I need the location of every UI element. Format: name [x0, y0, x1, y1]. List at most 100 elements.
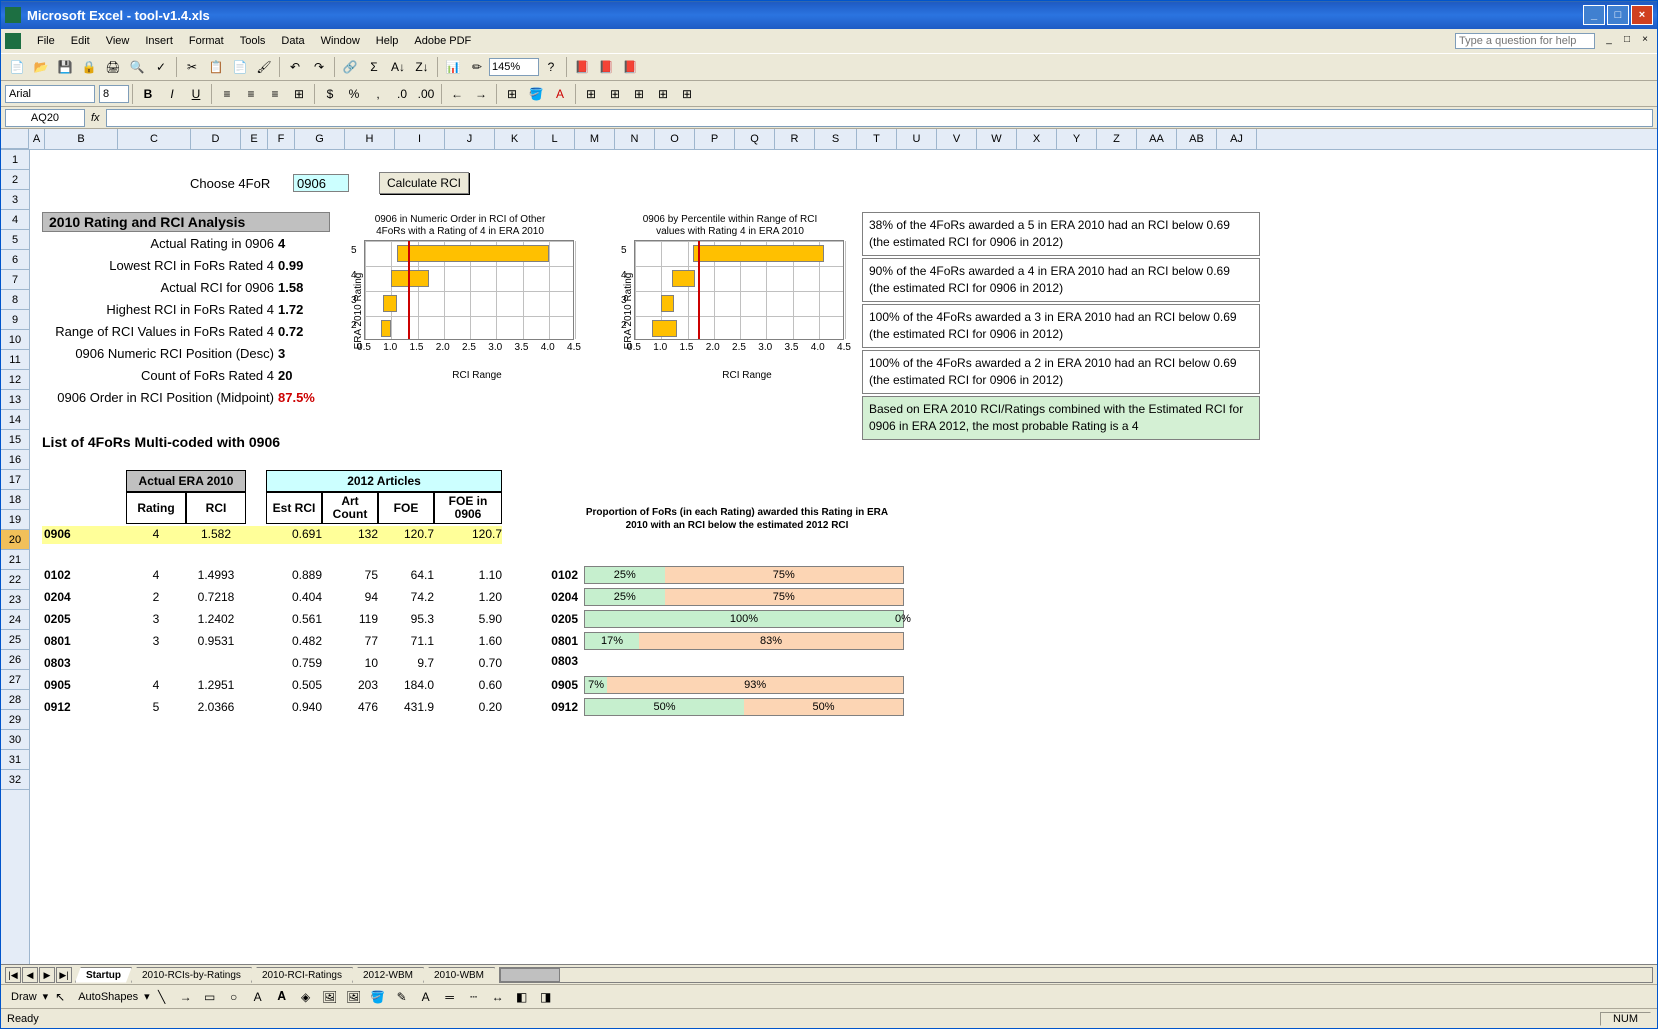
row-header-15[interactable]: 15 — [1, 430, 29, 450]
close-button[interactable]: × — [1631, 5, 1653, 25]
font-size-select[interactable]: 8 — [99, 85, 129, 103]
tab-next-button[interactable]: ▶ — [39, 967, 55, 983]
row-header-29[interactable]: 29 — [1, 710, 29, 730]
merge-icon[interactable]: ⊞ — [288, 83, 310, 105]
cut-icon[interactable]: ✂ — [181, 56, 203, 78]
menu-adobe-pdf[interactable]: Adobe PDF — [406, 33, 479, 49]
sheet-tab-2012-wbm[interactable]: 2012-WBM — [352, 967, 424, 983]
redo-icon[interactable]: ↷ — [308, 56, 330, 78]
font-color-icon[interactable]: A — [549, 83, 571, 105]
row-header-24[interactable]: 24 — [1, 610, 29, 630]
row-header-20[interactable]: 20 — [1, 530, 29, 550]
shadow-icon[interactable]: ◧ — [511, 986, 533, 1008]
inc-indent-icon[interactable]: → — [470, 83, 492, 105]
align-left-icon[interactable]: ≡ — [216, 83, 238, 105]
maximize-button[interactable]: □ — [1607, 5, 1629, 25]
menu-data[interactable]: Data — [273, 33, 312, 49]
pdf3-icon[interactable]: 📕 — [619, 56, 641, 78]
dash-style-icon[interactable]: ┄ — [463, 986, 485, 1008]
row-header-19[interactable]: 19 — [1, 510, 29, 530]
row-header-12[interactable]: 12 — [1, 370, 29, 390]
row-header-26[interactable]: 26 — [1, 650, 29, 670]
col-header-Z[interactable]: Z — [1097, 129, 1137, 149]
tb-extra3-icon[interactable]: ⊞ — [628, 83, 650, 105]
menu-help[interactable]: Help — [368, 33, 407, 49]
tb-extra5-icon[interactable]: ⊞ — [676, 83, 698, 105]
underline-icon[interactable]: U — [185, 83, 207, 105]
col-header-H[interactable]: H — [345, 129, 395, 149]
menu-format[interactable]: Format — [181, 33, 232, 49]
sort-desc-icon[interactable]: Z↓ — [411, 56, 433, 78]
picture-icon[interactable]: 🖼 — [343, 986, 365, 1008]
select-objects-icon[interactable]: ↖ — [49, 986, 71, 1008]
horizontal-scrollbar[interactable] — [499, 967, 1653, 983]
preview-icon[interactable]: 🔍 — [126, 56, 148, 78]
pdf-icon[interactable]: 📕 — [571, 56, 593, 78]
menu-edit[interactable]: Edit — [63, 33, 98, 49]
row-header-28[interactable]: 28 — [1, 690, 29, 710]
fill-color-icon[interactable]: 🪣 — [525, 83, 547, 105]
draw-menu[interactable]: Draw — [5, 991, 43, 1003]
choose-input[interactable]: 0906 — [293, 174, 349, 192]
tab-prev-button[interactable]: ◀ — [22, 967, 38, 983]
calculate-button[interactable]: Calculate RCI — [379, 172, 469, 194]
paste-icon[interactable]: 📄 — [229, 56, 251, 78]
dec-indent-icon[interactable]: ← — [446, 83, 468, 105]
col-header-W[interactable]: W — [977, 129, 1017, 149]
bold-icon[interactable]: B — [137, 83, 159, 105]
col-header-AA[interactable]: AA — [1137, 129, 1177, 149]
percent-icon[interactable]: % — [343, 83, 365, 105]
col-header-I[interactable]: I — [395, 129, 445, 149]
col-header-C[interactable]: C — [118, 129, 191, 149]
minimize-button[interactable]: _ — [1583, 5, 1605, 25]
pdf2-icon[interactable]: 📕 — [595, 56, 617, 78]
col-header-R[interactable]: R — [775, 129, 815, 149]
col-header-K[interactable]: K — [495, 129, 535, 149]
save-icon[interactable]: 💾 — [54, 56, 76, 78]
zoom-select[interactable]: 145% — [489, 58, 539, 76]
new-icon[interactable]: 📄 — [6, 56, 28, 78]
col-header-D[interactable]: D — [191, 129, 241, 149]
wordart-icon[interactable]: 𝐀 — [271, 986, 293, 1008]
col-header-V[interactable]: V — [937, 129, 977, 149]
col-header-O[interactable]: O — [655, 129, 695, 149]
borders-icon[interactable]: ⊞ — [501, 83, 523, 105]
arrow-icon[interactable]: → — [175, 986, 197, 1008]
tab-last-button[interactable]: ▶| — [56, 967, 72, 983]
currency-icon[interactable]: $ — [319, 83, 341, 105]
col-header-Q[interactable]: Q — [735, 129, 775, 149]
col-header-F[interactable]: F — [268, 129, 295, 149]
font-name-select[interactable]: Arial — [5, 85, 95, 103]
dec-decimal-icon[interactable]: .00 — [415, 83, 437, 105]
print-icon[interactable]: 🖨 — [102, 56, 124, 78]
row-header-6[interactable]: 6 — [1, 250, 29, 270]
font-color2-icon[interactable]: A — [415, 986, 437, 1008]
help-search-input[interactable] — [1455, 33, 1595, 49]
italic-icon[interactable]: I — [161, 83, 183, 105]
menu-insert[interactable]: Insert — [137, 33, 181, 49]
col-header-AB[interactable]: AB — [1177, 129, 1217, 149]
comma-icon[interactable]: , — [367, 83, 389, 105]
col-header-T[interactable]: T — [857, 129, 897, 149]
row-header-11[interactable]: 11 — [1, 350, 29, 370]
tb-extra2-icon[interactable]: ⊞ — [604, 83, 626, 105]
col-header-P[interactable]: P — [695, 129, 735, 149]
col-header-M[interactable]: M — [575, 129, 615, 149]
row-header-4[interactable]: 4 — [1, 210, 29, 230]
arrow-style-icon[interactable]: ↔ — [487, 986, 509, 1008]
row-header-32[interactable]: 32 — [1, 770, 29, 790]
row-header-9[interactable]: 9 — [1, 310, 29, 330]
select-all-corner[interactable] — [1, 129, 29, 149]
col-header-B[interactable]: B — [45, 129, 118, 149]
row-header-22[interactable]: 22 — [1, 570, 29, 590]
row-header-30[interactable]: 30 — [1, 730, 29, 750]
align-center-icon[interactable]: ≡ — [240, 83, 262, 105]
tb-extra1-icon[interactable]: ⊞ — [580, 83, 602, 105]
3d-icon[interactable]: ◨ — [535, 986, 557, 1008]
diagram-icon[interactable]: ◈ — [295, 986, 317, 1008]
permission-icon[interactable]: 🔒 — [78, 56, 100, 78]
autoshapes-menu[interactable]: AutoShapes — [72, 991, 144, 1003]
row-header-16[interactable]: 16 — [1, 450, 29, 470]
rectangle-icon[interactable]: ▭ — [199, 986, 221, 1008]
sheet-tab-startup[interactable]: Startup — [75, 967, 132, 983]
